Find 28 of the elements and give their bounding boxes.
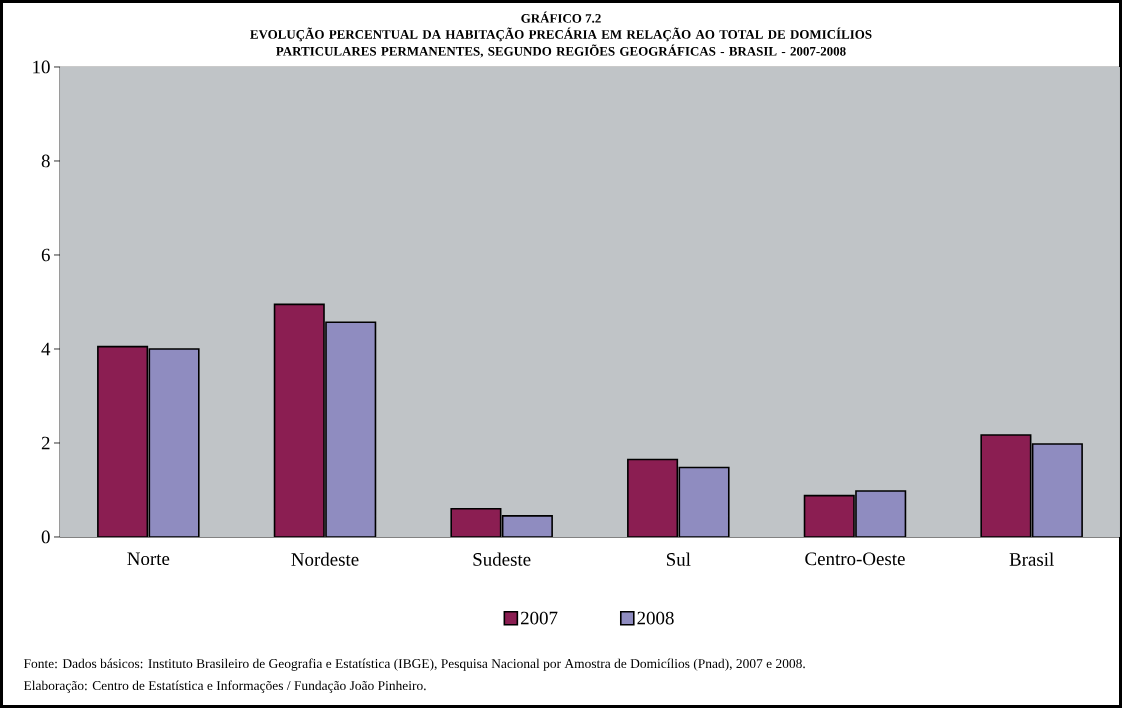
bar: [855, 490, 907, 537]
bar: [325, 321, 377, 537]
chart-subtitle: EVOLUÇÃO PERCENTUAL DA HABITAÇÃO PRECÁRIA EM RELAÇÃO AO TOTAL DE DOMICÍLIOS PARTICULARES PERMANENTES, SEGUNDO REGIÕES GEOGRÁFICAS - BRASIL - 2007-2008: [250, 27, 872, 58]
y-tick-label: 4: [41, 342, 51, 356]
y-tick-label: 2: [41, 436, 50, 450]
bar: [273, 303, 325, 537]
bar: [627, 458, 679, 537]
legend-label: 2008: [637, 611, 674, 625]
x-tick-label: Sudeste: [473, 552, 531, 566]
bar: [980, 434, 1032, 537]
x-tick-label: Centro-Oeste: [805, 552, 905, 566]
bar: [1031, 443, 1083, 537]
y-tick-label: 0: [41, 530, 50, 544]
y-tick-label: 10: [33, 60, 50, 74]
x-tick-label: Nordeste: [291, 552, 359, 566]
chart-title: GRÁFICO 7.2: [521, 11, 601, 23]
y-tick-label: 8: [41, 154, 50, 168]
y-tick-label: 6: [41, 248, 50, 262]
legend-label: 2007: [520, 611, 558, 625]
x-tick-label: Norte: [127, 552, 170, 566]
bar: [97, 345, 149, 537]
bar: [678, 466, 730, 537]
bar: [803, 494, 855, 537]
bar: [148, 348, 200, 537]
x-tick-label: Sul: [666, 552, 691, 566]
source-note: Fonte: Dados básicos: Instituto Brasileiro de Geografia e Estatística (IBGE), Pesquisa Nacional por Amostra de Domicílios (Pnad), 2007 e 2008.: [23, 658, 805, 671]
x-tick-label: Brasil: [1009, 552, 1054, 566]
text: Elaboração: Centro de Estatística e Informações / Fundação João Pinheiro.: [23, 680, 426, 693]
